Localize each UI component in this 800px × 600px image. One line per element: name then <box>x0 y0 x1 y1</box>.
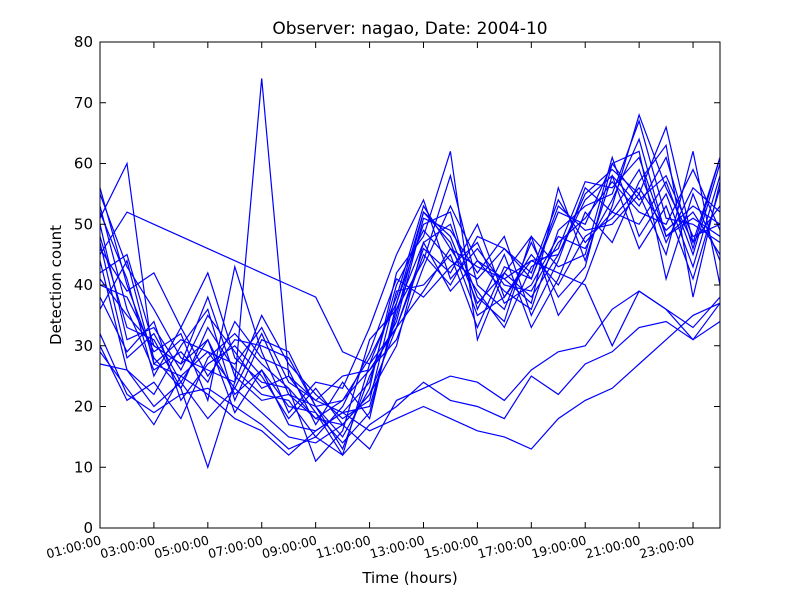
y-tick-label: 50 <box>74 215 93 233</box>
series-line-12 <box>99 155 721 444</box>
series-line-5 <box>99 173 721 426</box>
y-tick-label: 60 <box>74 155 93 173</box>
chart-title: Observer: nagao, Date: 2004-10 <box>272 19 547 39</box>
y-tick-label: 80 <box>74 33 93 51</box>
x-axis-label: Time (hours) <box>361 569 457 587</box>
y-tick-label: 70 <box>74 94 93 112</box>
series-line-13 <box>99 119 721 402</box>
series-line-20 <box>99 211 721 365</box>
y-tick-label: 30 <box>74 337 93 355</box>
plot-lines <box>99 78 721 470</box>
series-line-17 <box>99 302 721 456</box>
y-axis: 0 10 20 30 40 50 60 70 80 <box>74 33 720 537</box>
y-axis-label: Detection count <box>47 225 65 345</box>
y-tick-label: 10 <box>74 458 93 476</box>
y-tick-label: 0 <box>83 519 93 537</box>
series-line-16 <box>99 186 721 426</box>
series-line-15 <box>99 155 721 408</box>
series-line-8 <box>99 163 721 451</box>
y-tick-label: 40 <box>74 276 93 294</box>
series-line-19 <box>99 320 721 456</box>
y-tick-label: 20 <box>74 398 93 416</box>
series-line-6 <box>99 143 721 426</box>
